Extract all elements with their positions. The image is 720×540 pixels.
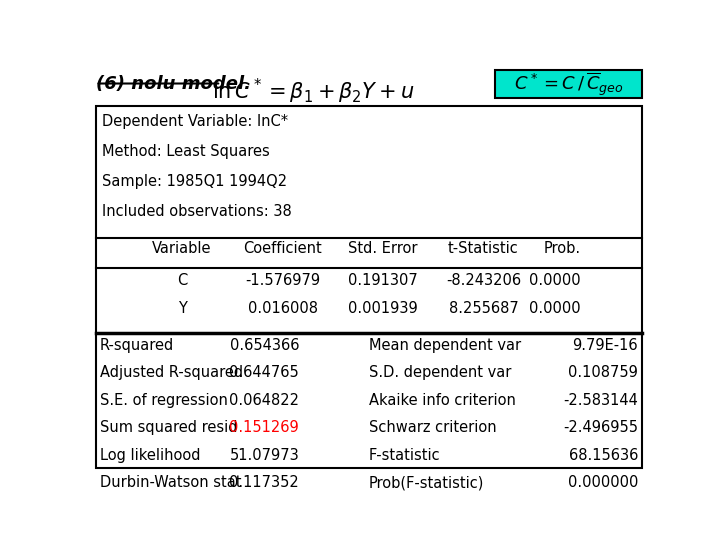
Text: 0.644765: 0.644765 [230, 366, 300, 380]
Text: 51.07973: 51.07973 [230, 448, 300, 463]
FancyBboxPatch shape [495, 70, 642, 98]
Text: Y: Y [178, 301, 186, 316]
Text: (6) nolu model.: (6) nolu model. [96, 75, 251, 93]
Text: -2.583144: -2.583144 [563, 393, 638, 408]
Text: F-statistic: F-statistic [369, 448, 441, 463]
Text: -1.576979: -1.576979 [245, 273, 320, 288]
Text: Durbin-Watson stat: Durbin-Watson stat [100, 475, 241, 490]
Text: Std. Error: Std. Error [348, 241, 418, 256]
Text: Prob.: Prob. [544, 241, 581, 256]
Text: Sum squared resid: Sum squared resid [100, 420, 238, 435]
Text: -2.496955: -2.496955 [563, 420, 638, 435]
Text: 0.000000: 0.000000 [567, 475, 638, 490]
Text: 0.191307: 0.191307 [348, 273, 418, 288]
Text: 0.001939: 0.001939 [348, 301, 418, 316]
Text: Sample: 1985Q1 1994Q2: Sample: 1985Q1 1994Q2 [102, 174, 287, 189]
Text: -8.243206: -8.243206 [446, 273, 521, 288]
Text: Mean dependent var: Mean dependent var [369, 338, 521, 353]
Text: Coefficient: Coefficient [243, 241, 322, 256]
Text: Schwarz criterion: Schwarz criterion [369, 420, 497, 435]
Text: 0.0000: 0.0000 [529, 301, 581, 316]
Text: Included observations: 38: Included observations: 38 [102, 204, 292, 219]
Text: t-Statistic: t-Statistic [448, 241, 519, 256]
Text: 68.15636: 68.15636 [569, 448, 638, 463]
Text: Adjusted R-squared: Adjusted R-squared [100, 366, 243, 380]
Text: S.E. of regression: S.E. of regression [100, 393, 228, 408]
FancyBboxPatch shape [96, 106, 642, 468]
Text: C: C [177, 273, 187, 288]
Text: 0.0000: 0.0000 [529, 273, 581, 288]
Text: 0.016008: 0.016008 [248, 301, 318, 316]
Text: S.D. dependent var: S.D. dependent var [369, 366, 511, 380]
Text: 8.255687: 8.255687 [449, 301, 518, 316]
Text: $C^* = C\,/\,\overline{C}_{geo}$: $C^* = C\,/\,\overline{C}_{geo}$ [514, 70, 624, 98]
Text: 0.151269: 0.151269 [230, 420, 300, 435]
Text: Method: Least Squares: Method: Least Squares [102, 144, 270, 159]
Text: 0.108759: 0.108759 [568, 366, 638, 380]
Text: Dependent Variable: lnC*: Dependent Variable: lnC* [102, 114, 289, 129]
Text: 0.654366: 0.654366 [230, 338, 300, 353]
Text: 9.79E-16: 9.79E-16 [572, 338, 638, 353]
Text: 0.117352: 0.117352 [230, 475, 300, 490]
Text: Akaike info criterion: Akaike info criterion [369, 393, 516, 408]
Text: Variable: Variable [153, 241, 212, 256]
Text: $\ln C^* = \beta_1 + \beta_2 Y + u$: $\ln C^* = \beta_1 + \beta_2 Y + u$ [212, 77, 415, 106]
Text: Log likelihood: Log likelihood [100, 448, 201, 463]
Text: 0.064822: 0.064822 [229, 393, 300, 408]
Text: Prob(F-statistic): Prob(F-statistic) [369, 475, 485, 490]
Text: R-squared: R-squared [100, 338, 174, 353]
